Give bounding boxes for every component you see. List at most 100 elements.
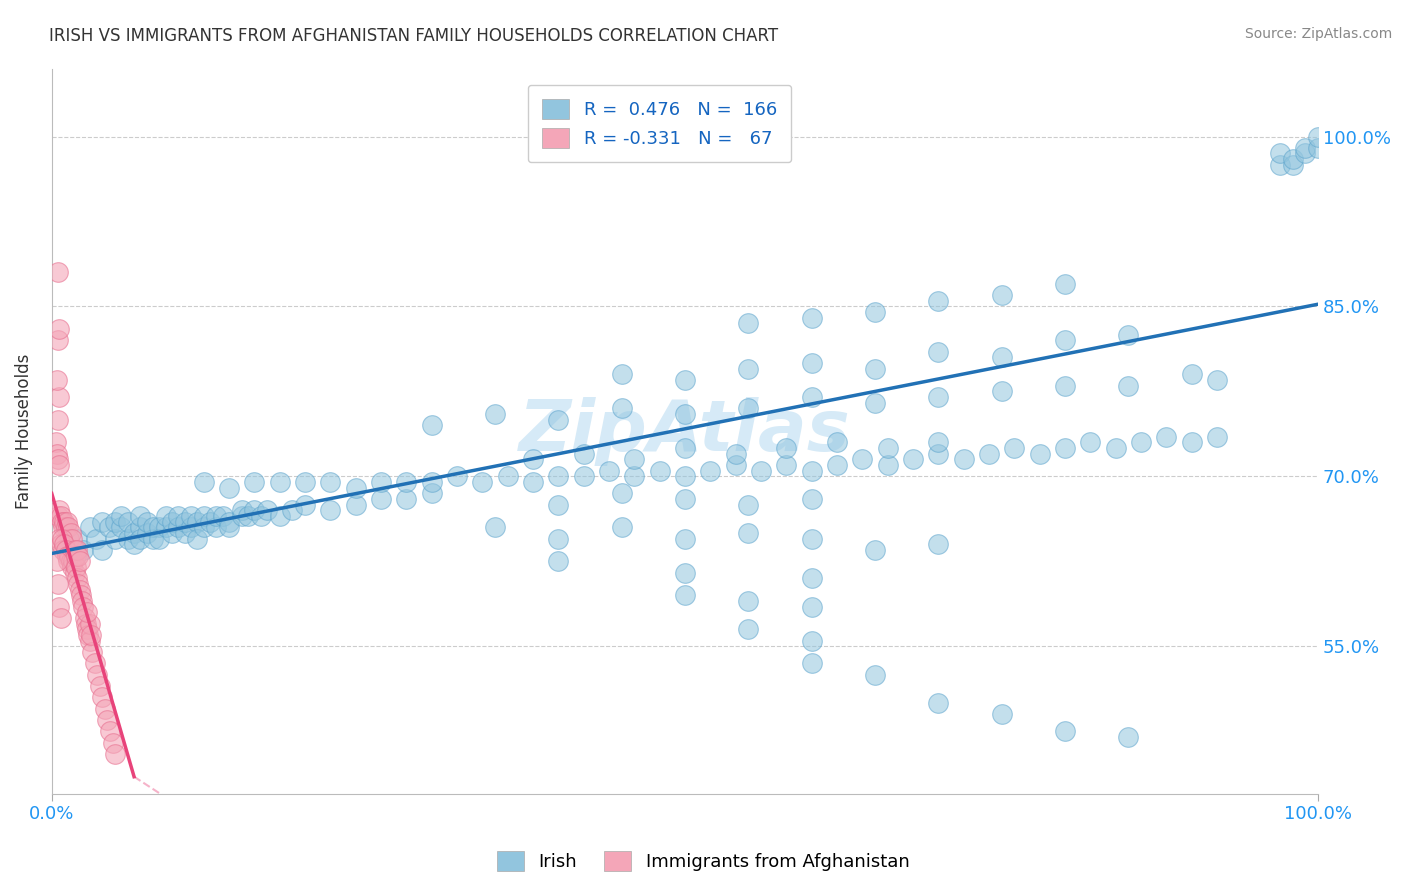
Point bbox=[484, 407, 506, 421]
Point bbox=[86, 667, 108, 681]
Point bbox=[91, 543, 114, 558]
Point bbox=[104, 747, 127, 761]
Point bbox=[737, 526, 759, 541]
Point bbox=[59, 526, 82, 541]
Point bbox=[370, 492, 392, 507]
Point bbox=[281, 503, 304, 517]
Point bbox=[927, 537, 949, 551]
Point bbox=[1104, 441, 1126, 455]
Point bbox=[737, 594, 759, 608]
Point bbox=[876, 441, 898, 455]
Point bbox=[45, 554, 67, 568]
Point bbox=[65, 560, 87, 574]
Point bbox=[83, 657, 105, 671]
Point bbox=[148, 532, 170, 546]
Point bbox=[79, 633, 101, 648]
Point bbox=[522, 452, 544, 467]
Point bbox=[610, 401, 633, 416]
Point bbox=[800, 356, 823, 370]
Point bbox=[724, 447, 747, 461]
Point bbox=[167, 509, 190, 524]
Point bbox=[46, 265, 69, 279]
Point bbox=[72, 599, 94, 614]
Point bbox=[1295, 141, 1317, 155]
Point bbox=[142, 532, 165, 546]
Point bbox=[89, 679, 111, 693]
Point bbox=[901, 452, 924, 467]
Point bbox=[800, 633, 823, 648]
Point bbox=[236, 509, 259, 524]
Point bbox=[110, 509, 132, 524]
Point bbox=[70, 594, 93, 608]
Point bbox=[82, 645, 104, 659]
Point bbox=[173, 515, 195, 529]
Point bbox=[46, 577, 69, 591]
Point bbox=[69, 582, 91, 597]
Point bbox=[1129, 435, 1152, 450]
Point bbox=[75, 616, 97, 631]
Point bbox=[72, 543, 94, 558]
Point bbox=[193, 509, 215, 524]
Point bbox=[65, 549, 87, 563]
Point bbox=[1078, 435, 1101, 450]
Legend: Irish, Immigrants from Afghanistan: Irish, Immigrants from Afghanistan bbox=[489, 844, 917, 879]
Point bbox=[1053, 378, 1076, 392]
Point bbox=[547, 532, 569, 546]
Point bbox=[737, 401, 759, 416]
Point bbox=[117, 515, 139, 529]
Point bbox=[572, 447, 595, 461]
Point bbox=[395, 492, 418, 507]
Point bbox=[420, 486, 443, 500]
Point bbox=[98, 724, 121, 739]
Point bbox=[193, 520, 215, 534]
Point bbox=[97, 520, 120, 534]
Point bbox=[49, 537, 72, 551]
Point bbox=[484, 520, 506, 534]
Point bbox=[800, 310, 823, 325]
Point bbox=[1308, 141, 1330, 155]
Point bbox=[1281, 152, 1303, 166]
Point bbox=[863, 543, 886, 558]
Point bbox=[167, 520, 190, 534]
Point bbox=[1180, 435, 1202, 450]
Point bbox=[800, 532, 823, 546]
Point bbox=[110, 520, 132, 534]
Point bbox=[58, 554, 80, 568]
Point bbox=[58, 520, 80, 534]
Point bbox=[851, 452, 873, 467]
Point bbox=[135, 515, 157, 529]
Point bbox=[1116, 327, 1139, 342]
Point bbox=[420, 418, 443, 433]
Point bbox=[927, 447, 949, 461]
Point bbox=[800, 390, 823, 404]
Point bbox=[59, 554, 82, 568]
Point bbox=[55, 543, 77, 558]
Point bbox=[55, 520, 77, 534]
Point bbox=[598, 464, 620, 478]
Point bbox=[699, 464, 721, 478]
Legend: R =  0.476   N =  166, R = -0.331   N =   67: R = 0.476 N = 166, R = -0.331 N = 67 bbox=[527, 85, 792, 162]
Point bbox=[243, 503, 266, 517]
Point bbox=[91, 515, 114, 529]
Point bbox=[45, 435, 67, 450]
Point bbox=[496, 469, 519, 483]
Point bbox=[52, 520, 75, 534]
Point bbox=[737, 498, 759, 512]
Point bbox=[673, 532, 696, 546]
Point bbox=[927, 390, 949, 404]
Point bbox=[73, 611, 96, 625]
Point bbox=[1053, 441, 1076, 455]
Point bbox=[135, 526, 157, 541]
Point bbox=[522, 475, 544, 489]
Point bbox=[56, 549, 79, 563]
Point bbox=[160, 526, 183, 541]
Point bbox=[927, 344, 949, 359]
Point bbox=[48, 458, 70, 472]
Point bbox=[155, 509, 177, 524]
Point bbox=[66, 532, 89, 546]
Point bbox=[1180, 368, 1202, 382]
Point bbox=[96, 713, 118, 727]
Point bbox=[1295, 146, 1317, 161]
Point bbox=[129, 509, 152, 524]
Point bbox=[160, 515, 183, 529]
